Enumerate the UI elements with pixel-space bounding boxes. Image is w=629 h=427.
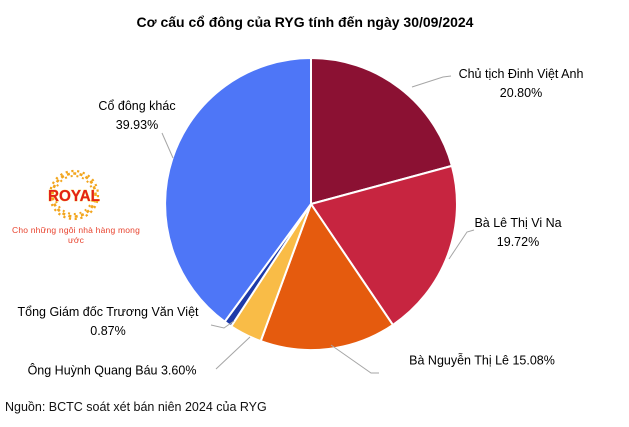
slice-label-1: Bà Lê Thị Vi Na 19.72% bbox=[474, 214, 561, 252]
leader-line-4 bbox=[210, 320, 235, 329]
slice-label-percent: 0.87% bbox=[90, 324, 126, 338]
logo-tagline: Cho những ngôi nhà hàng mong ước bbox=[11, 225, 141, 245]
slice-label-name: Cổ đông khác bbox=[98, 99, 176, 113]
logo-ring-middle bbox=[51, 172, 97, 218]
royal-logo: ROYAL bbox=[41, 169, 107, 223]
slice-label-0: Chủ tịch Đinh Việt Anh 20.80% bbox=[459, 65, 584, 103]
leader-line-2 bbox=[330, 344, 379, 374]
slice-label-4: Tổng Giám đốc Trương Văn Việt 0.87% bbox=[17, 303, 198, 341]
slice-label-3: Ông Huỳnh Quang Báu 3.60% bbox=[27, 363, 197, 378]
slice-label-name: Tổng Giám đốc Trương Văn Việt bbox=[17, 305, 199, 319]
royal-logo-badge: ROYAL bbox=[48, 169, 100, 221]
logo-wordmark: ROYAL bbox=[48, 188, 100, 205]
slice-label-name: Chủ tịch Đinh Việt Anh bbox=[458, 67, 584, 81]
slice-label-2: Bà Nguyễn Thị Lê 15.08% bbox=[409, 353, 555, 368]
slice-label-percent: 39.93% bbox=[115, 118, 159, 132]
logo-ring-outer bbox=[48, 169, 100, 221]
pie-slice-2 bbox=[259, 203, 394, 352]
logo-ring-inner bbox=[54, 175, 94, 215]
slice-label-5: Cổ đông khác 39.93% bbox=[98, 97, 175, 135]
leader-line-3 bbox=[215, 336, 251, 370]
pie-slice-1 bbox=[310, 164, 458, 326]
leader-line-0 bbox=[411, 75, 452, 88]
chart-title: Cơ cấu cổ đông của RYG tính đến ngày 30/… bbox=[136, 14, 474, 30]
leader-line-5 bbox=[161, 132, 174, 159]
slice-label-name: Bà Lê Thị Vi Na bbox=[474, 216, 562, 230]
leader-line-1 bbox=[448, 229, 475, 260]
slice-label-percent: 19.72% bbox=[496, 235, 540, 249]
slice-label-percent: 20.80% bbox=[499, 86, 543, 100]
pie-slice-0 bbox=[310, 57, 453, 205]
pie-slice-5 bbox=[164, 57, 312, 323]
source-note: Nguồn: BCTC soát xét bán niên 2024 của R… bbox=[5, 400, 267, 414]
